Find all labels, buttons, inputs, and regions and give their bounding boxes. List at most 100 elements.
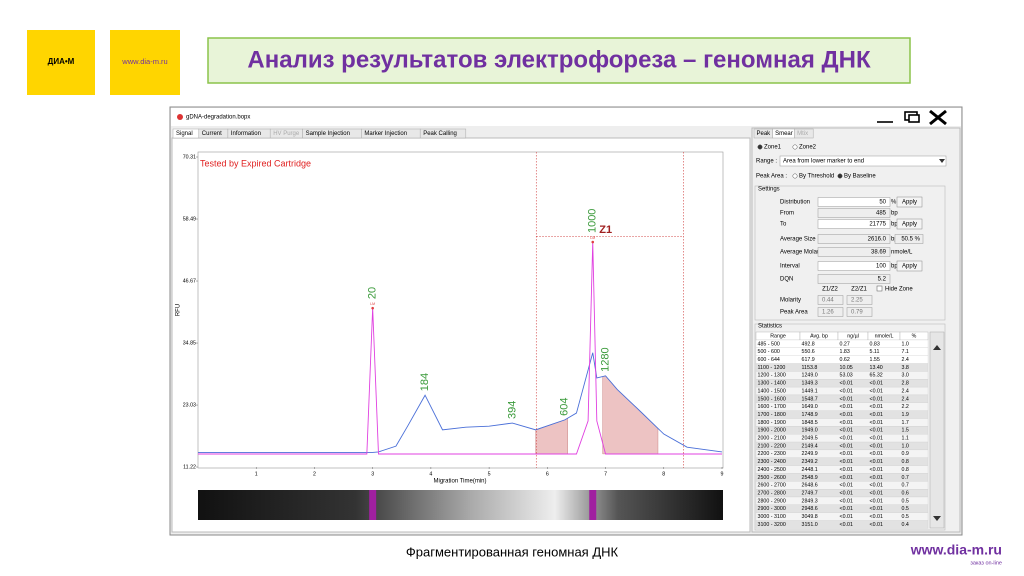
table-cell: 485 - 500 — [758, 341, 780, 347]
table-cell: 2249.9 — [802, 451, 818, 457]
y-tick-label: 46.67 — [183, 278, 196, 284]
field-unit: bp — [891, 211, 898, 217]
table-cell: <0.01 — [840, 404, 853, 410]
table-cell: 1.83 — [840, 349, 850, 355]
table-cell: <0.01 — [840, 420, 853, 426]
table-cell: 1400 - 1500 — [758, 388, 786, 394]
table-cell: 0.8 — [902, 459, 909, 465]
field-box[interactable] — [817, 261, 891, 271]
table-cell: 550.6 — [802, 349, 815, 355]
y-tick-label: 11.22 — [183, 464, 196, 470]
tab[interactable] — [419, 128, 467, 139]
column-header-label: nmole/L — [875, 333, 894, 339]
table-cell: 13.40 — [870, 365, 883, 371]
ratio-label: Peak Area — [780, 310, 808, 316]
table-cell: 1500 - 1600 — [758, 396, 786, 402]
table-cell: <0.01 — [870, 475, 883, 481]
peak-label: 394 — [506, 401, 518, 419]
checkbox[interactable] — [876, 285, 883, 292]
field-box[interactable] — [817, 247, 891, 257]
peak-area-option: By Baseline — [844, 174, 876, 180]
logo-url: www.dia-m.ru — [121, 57, 167, 66]
table-cell: <0.01 — [840, 490, 853, 496]
table-cell: <0.01 — [870, 459, 883, 465]
table-cell: 2.8 — [902, 381, 909, 387]
table-cell: 0.6 — [902, 490, 909, 496]
panel-tab[interactable] — [794, 128, 814, 139]
x-tick-label: 9 — [721, 471, 724, 477]
apply-button[interactable] — [896, 196, 923, 208]
field-unit: bp — [891, 264, 898, 270]
field-unit: bp — [891, 222, 898, 228]
table-cell: 2948.6 — [802, 506, 818, 512]
y-axis-label: RFU — [176, 304, 182, 316]
radio[interactable] — [792, 173, 798, 179]
field-value: 2616.0 — [868, 237, 887, 243]
title-box — [207, 37, 911, 84]
field-box[interactable] — [817, 234, 891, 244]
table-cell: <0.01 — [840, 396, 853, 402]
peak-label: 184 — [419, 373, 431, 391]
table-cell: 5.11 — [870, 349, 880, 355]
table-cell: 3049.8 — [802, 514, 818, 520]
table-cell: 7.1 — [902, 349, 909, 355]
ratio-header: Z1/Z2 — [822, 287, 838, 293]
table-cell: 1349.3 — [802, 381, 818, 387]
table-cell: 1.0 — [902, 341, 909, 347]
peak-label: 1280 — [599, 347, 611, 371]
table-cell: 0.27 — [840, 341, 850, 347]
table-cell: <0.01 — [870, 522, 883, 528]
table-cell: 0.5 — [902, 514, 909, 520]
statistics-group — [754, 323, 946, 531]
table-cell: 0.5 — [902, 506, 909, 512]
table-cell: 617.9 — [802, 357, 815, 363]
logo-text: ДИА•М — [48, 57, 75, 66]
table-cell: 1900 - 2000 — [758, 428, 786, 434]
radio[interactable] — [792, 144, 798, 150]
apply-button[interactable] — [896, 218, 923, 230]
field-value: 100 — [876, 264, 887, 270]
table-cell: 0.7 — [902, 475, 909, 481]
table-cell: 1949.0 — [802, 428, 818, 434]
table-cell: 1249.0 — [802, 373, 818, 379]
table-cell: <0.01 — [870, 412, 883, 418]
range-dropdown[interactable] — [779, 155, 947, 167]
table-cell: <0.01 — [840, 436, 853, 442]
field-box[interactable] — [817, 219, 891, 229]
range-label: Range : — [756, 159, 777, 165]
apply-button[interactable] — [896, 260, 923, 272]
statistics-title: Statistics — [758, 324, 782, 330]
field-box[interactable] — [817, 208, 891, 218]
table-cell: 1649.0 — [802, 404, 818, 410]
table-cell: <0.01 — [870, 428, 883, 434]
table-cell: <0.01 — [870, 436, 883, 442]
tab-label: Current — [202, 131, 222, 137]
ratio-value: 0.79 — [851, 310, 863, 316]
panel-tab-label: Smear — [775, 131, 793, 137]
table-cell: 2749.7 — [802, 490, 818, 496]
table-cell: 2200 - 2300 — [758, 451, 786, 457]
slide-title: Анализ результатов электрофореза – геном… — [247, 46, 871, 73]
radio[interactable] — [837, 173, 843, 179]
window-title: gDNA-degradation.bopx — [186, 115, 250, 121]
table-cell: <0.01 — [840, 475, 853, 481]
table-cell: <0.01 — [840, 381, 853, 387]
table-cell: <0.01 — [870, 381, 883, 387]
y-tick-label: 34.85 — [183, 340, 196, 346]
table-cell: 2548.9 — [802, 475, 818, 481]
column-header-label: Avg. bp — [810, 333, 828, 339]
tab-label: Peak Calling — [423, 131, 457, 137]
table-cell: 2100 - 2200 — [758, 443, 786, 449]
radio[interactable] — [757, 144, 763, 150]
peak-label: 1000 — [587, 209, 599, 233]
table-cell: 0.83 — [870, 341, 880, 347]
apply-label: Apply — [902, 222, 917, 228]
gel-strip — [198, 490, 723, 520]
field-box[interactable] — [817, 197, 891, 207]
window-buttons[interactable] — [877, 109, 947, 126]
table-cell: 1848.5 — [802, 420, 818, 426]
table-cell: 3151.0 — [802, 522, 818, 528]
field-box[interactable] — [817, 274, 891, 284]
scrollbar[interactable] — [929, 331, 945, 529]
table-cell: <0.01 — [870, 420, 883, 426]
